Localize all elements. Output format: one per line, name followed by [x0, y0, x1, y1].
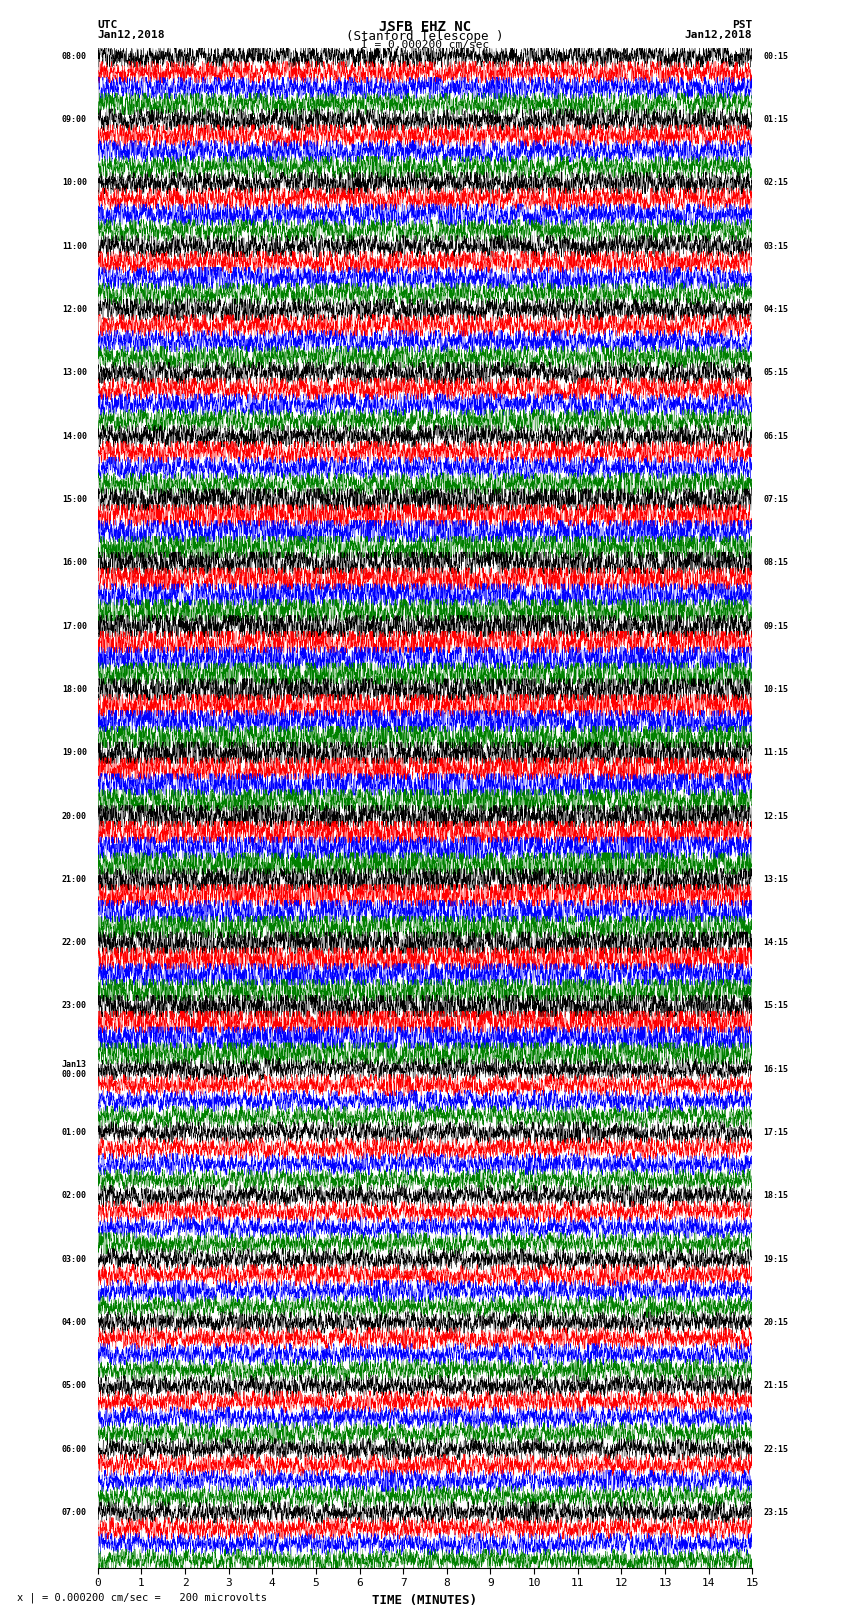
Text: 05:00: 05:00 [62, 1381, 87, 1390]
Text: x | = 0.000200 cm/sec =   200 microvolts: x | = 0.000200 cm/sec = 200 microvolts [17, 1592, 267, 1603]
Text: 16:15: 16:15 [763, 1065, 788, 1074]
Text: 02:15: 02:15 [763, 179, 788, 187]
Text: 07:00: 07:00 [62, 1508, 87, 1516]
Text: 03:00: 03:00 [62, 1255, 87, 1263]
Text: 22:00: 22:00 [62, 939, 87, 947]
Text: 23:15: 23:15 [763, 1508, 788, 1516]
Text: 21:00: 21:00 [62, 874, 87, 884]
Text: 00:15: 00:15 [763, 52, 788, 61]
Text: 22:15: 22:15 [763, 1445, 788, 1453]
Text: 07:15: 07:15 [763, 495, 788, 503]
Text: Jan13
00:00: Jan13 00:00 [62, 1060, 87, 1079]
Text: 19:15: 19:15 [763, 1255, 788, 1263]
Text: 10:15: 10:15 [763, 686, 788, 694]
Text: 12:15: 12:15 [763, 811, 788, 821]
Text: 18:00: 18:00 [62, 686, 87, 694]
Text: 08:00: 08:00 [62, 52, 87, 61]
Text: 13:00: 13:00 [62, 368, 87, 377]
X-axis label: TIME (MINUTES): TIME (MINUTES) [372, 1594, 478, 1607]
Text: 20:00: 20:00 [62, 811, 87, 821]
Text: 01:00: 01:00 [62, 1127, 87, 1137]
Text: 15:15: 15:15 [763, 1002, 788, 1010]
Text: 21:15: 21:15 [763, 1381, 788, 1390]
Text: 04:15: 04:15 [763, 305, 788, 315]
Text: PST: PST [732, 19, 752, 31]
Text: 04:00: 04:00 [62, 1318, 87, 1327]
Text: 06:00: 06:00 [62, 1445, 87, 1453]
Text: 09:00: 09:00 [62, 115, 87, 124]
Text: JSFB EHZ NC: JSFB EHZ NC [379, 19, 471, 34]
Text: Jan12,2018: Jan12,2018 [685, 31, 752, 40]
Text: 09:15: 09:15 [763, 621, 788, 631]
Text: 15:00: 15:00 [62, 495, 87, 503]
Text: I = 0.000200 cm/sec: I = 0.000200 cm/sec [361, 39, 489, 50]
Text: 11:00: 11:00 [62, 242, 87, 250]
Text: 16:00: 16:00 [62, 558, 87, 568]
Text: 12:00: 12:00 [62, 305, 87, 315]
Text: 08:15: 08:15 [763, 558, 788, 568]
Text: 20:15: 20:15 [763, 1318, 788, 1327]
Text: 10:00: 10:00 [62, 179, 87, 187]
Text: 23:00: 23:00 [62, 1002, 87, 1010]
Text: Jan12,2018: Jan12,2018 [98, 31, 165, 40]
Text: 14:00: 14:00 [62, 432, 87, 440]
Text: 03:15: 03:15 [763, 242, 788, 250]
Text: 18:15: 18:15 [763, 1192, 788, 1200]
Text: 06:15: 06:15 [763, 432, 788, 440]
Text: UTC: UTC [98, 19, 118, 31]
Text: 19:00: 19:00 [62, 748, 87, 756]
Text: 13:15: 13:15 [763, 874, 788, 884]
Text: (Stanford Telescope ): (Stanford Telescope ) [346, 31, 504, 44]
Text: 14:15: 14:15 [763, 939, 788, 947]
Text: 11:15: 11:15 [763, 748, 788, 756]
Text: 02:00: 02:00 [62, 1192, 87, 1200]
Text: 01:15: 01:15 [763, 115, 788, 124]
Text: 17:15: 17:15 [763, 1127, 788, 1137]
Text: 05:15: 05:15 [763, 368, 788, 377]
Text: 17:00: 17:00 [62, 621, 87, 631]
